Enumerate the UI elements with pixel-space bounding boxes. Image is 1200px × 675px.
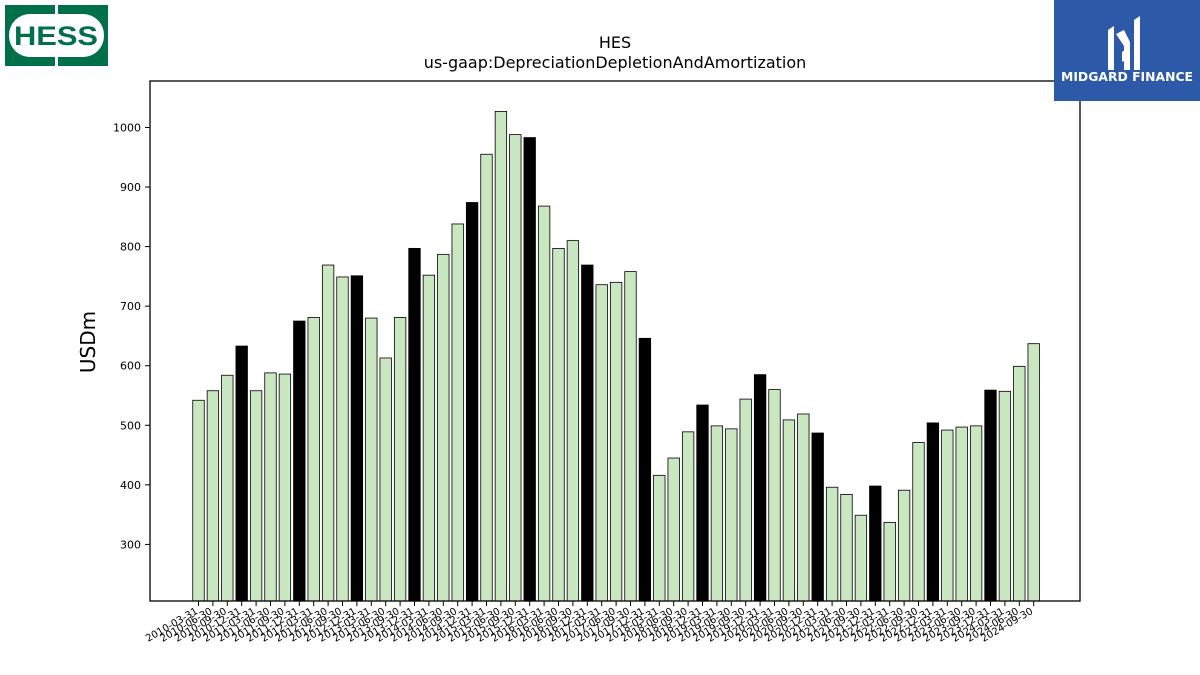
bar-2021-06-30 — [840, 493, 853, 602]
bar-2019-09-30 — [739, 398, 752, 602]
bar-2018-12-31 — [696, 404, 709, 602]
bar-2023-06-30 — [955, 426, 968, 602]
y-tick-label: 500 — [120, 419, 141, 432]
midgard-emblem-icon — [1108, 16, 1140, 70]
bar-2018-03-31 — [653, 474, 666, 602]
bar-2023-09-30 — [969, 425, 983, 602]
y-tick-label: 1000 — [113, 121, 141, 134]
bar-group — [192, 110, 1040, 602]
hess-logo: HESS — [5, 5, 108, 66]
bar-2021-09-30 — [854, 514, 868, 602]
bar-2016-09-30 — [566, 240, 580, 602]
chart-subtitle: us-gaap:DepreciationDepletionAndAmortiza… — [424, 53, 807, 72]
y-axis-ticks: 300 400 500 600 700 800 900 1000 — [113, 121, 150, 551]
bar-2017-06-30 — [609, 281, 623, 602]
bar-2014-12-31 — [465, 202, 479, 602]
bar-2014-09-30 — [451, 223, 464, 602]
bar-2020-09-30 — [797, 413, 810, 602]
y-tick-label: 600 — [120, 360, 141, 373]
bar-2010-09-30 — [221, 374, 234, 602]
bar-2010-03-31 — [192, 399, 205, 602]
bar-2014-03-31 — [422, 274, 436, 602]
midgard-finance-logo: MIDGARD FINANCE — [1054, 0, 1200, 101]
bar-2022-03-31 — [883, 521, 896, 602]
bar-2012-09-30 — [336, 276, 349, 602]
bar-2011-12-31 — [293, 320, 306, 602]
bar-2018-06-30 — [667, 457, 680, 602]
bar-2012-06-30 — [321, 264, 335, 602]
bar-2013-06-30 — [379, 357, 392, 602]
bar-2021-03-31 — [825, 486, 839, 602]
bar-2016-12-31 — [581, 264, 594, 602]
bar-2016-06-30 — [552, 247, 565, 602]
bar-2020-12-31 — [811, 432, 824, 602]
bar-2017-09-30 — [624, 271, 637, 602]
plot-frame — [149, 80, 1081, 602]
bar-2011-06-30 — [264, 372, 277, 602]
bar-2014-06-30 — [437, 253, 450, 602]
bar-2011-09-30 — [278, 373, 292, 602]
bar-2013-03-31 — [365, 317, 378, 602]
bar-2022-12-31 — [926, 422, 940, 602]
y-axis-label: USDm — [76, 311, 100, 373]
bar-2019-12-31 — [753, 374, 767, 602]
bar-2024-03-31 — [998, 390, 1012, 602]
bar-2013-09-30 — [393, 317, 407, 602]
bar-2022-06-30 — [897, 489, 911, 602]
bar-2020-03-31 — [768, 389, 781, 602]
bar-2010-06-30 — [206, 390, 220, 602]
chart-title: HES — [599, 33, 631, 52]
bar-2023-03-31 — [941, 429, 954, 602]
bar-2018-09-30 — [681, 431, 695, 602]
y-tick-label: 800 — [120, 241, 141, 254]
bar-2010-12-31 — [235, 345, 248, 602]
bar-2019-03-31 — [710, 425, 724, 602]
bar-2016-03-31 — [537, 205, 551, 602]
bar-2015-09-30 — [509, 134, 522, 602]
bar-2017-03-31 — [595, 284, 608, 602]
midgard-logo-text: MIDGARD FINANCE — [1061, 70, 1193, 84]
bar-2012-12-31 — [350, 275, 364, 602]
bar-2011-03-31 — [249, 390, 263, 602]
y-tick-label: 700 — [120, 300, 141, 313]
x-axis-ticks: 2010-03-312010-06-302010-09-302010-12-31… — [144, 601, 1035, 645]
y-tick-label: 900 — [120, 181, 141, 194]
bar-2013-12-31 — [408, 247, 421, 602]
bar-2015-12-31 — [523, 137, 536, 602]
y-tick-label: 400 — [120, 479, 141, 492]
bar-2024-09-30 — [1027, 343, 1040, 602]
hess-logo-text: HESS — [14, 21, 98, 51]
bar-2022-09-30 — [912, 442, 925, 602]
bar-2017-12-31 — [638, 337, 652, 602]
bar-2015-06-30 — [494, 110, 508, 602]
bar-2023-12-31 — [984, 389, 997, 602]
y-tick-label: 300 — [120, 538, 141, 551]
bar-2019-06-30 — [725, 428, 738, 602]
bar-2015-03-31 — [480, 153, 493, 602]
bar-2020-06-30 — [782, 419, 796, 602]
bar-2024-06-30 — [1013, 365, 1026, 602]
bar-2021-12-31 — [869, 485, 882, 602]
bar-2012-03-31 — [307, 317, 320, 602]
